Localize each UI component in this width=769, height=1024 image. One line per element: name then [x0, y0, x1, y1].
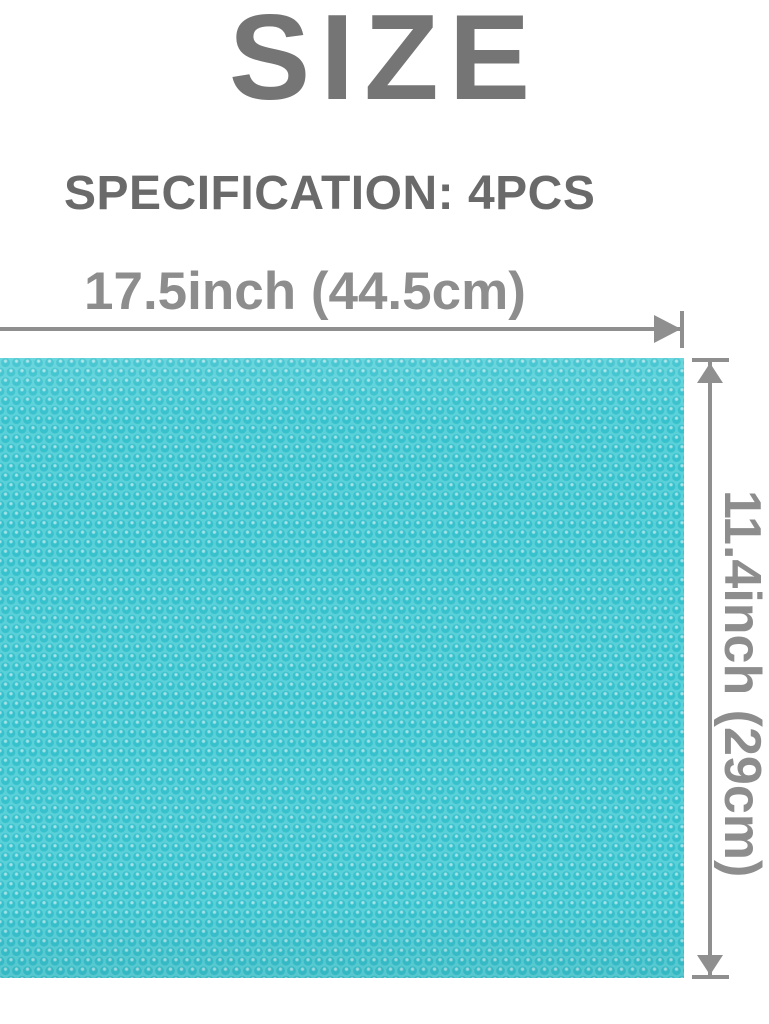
width-end-cap	[680, 311, 684, 348]
arrow-right-icon	[654, 315, 681, 343]
width-dimension-label: 17.5inch (44.5cm)	[84, 262, 526, 321]
height-dimension-line	[708, 360, 712, 976]
height-bottom-cap	[692, 975, 729, 979]
specification-text: SPECIFICATION: 4PCS	[64, 167, 596, 220]
product-mat-image	[0, 358, 684, 978]
page-title: SIZE	[228, 0, 541, 125]
height-dimension-label: 11.4inch (29cm)	[713, 490, 769, 878]
width-dimension-line	[0, 327, 683, 331]
arrow-down-icon	[697, 955, 723, 975]
